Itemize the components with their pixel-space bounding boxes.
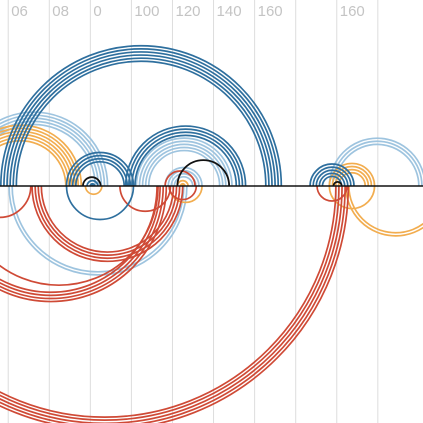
arc-line: [0, 185, 168, 303]
x-tick-label: 120: [175, 3, 200, 20]
arc-line: [168, 185, 198, 201]
arc-line: [334, 143, 420, 187]
arc-line: [11, 185, 185, 273]
arc-line: [0, 185, 340, 422]
arc-series-red-lower: [0, 185, 32, 219]
arc-line: [0, 185, 343, 423]
arc-line: [164, 170, 196, 187]
arc-line: [0, 185, 165, 300]
arc-series-red-lower: [316, 185, 348, 202]
arc-series-red-upper: [164, 170, 196, 187]
arc-line: [334, 168, 370, 187]
arc-series-orange-upper: [0, 124, 83, 187]
arc-line: [147, 149, 221, 187]
arc-line: [82, 176, 102, 187]
arc-line: [312, 166, 352, 187]
x-tick-label: 160: [258, 3, 283, 20]
x-tick-label: 06: [11, 3, 28, 20]
arc-line: [0, 124, 83, 187]
arc-line: [0, 130, 76, 187]
arc-series-orange-lower: [84, 185, 103, 195]
arc-line: [74, 161, 126, 187]
x-tick-label: 140: [217, 3, 242, 20]
arc-line: [65, 185, 135, 221]
arc-line: [144, 146, 224, 187]
x-tick-label: 0: [93, 3, 101, 20]
arc-line: [3, 48, 280, 187]
arc-line: [9, 54, 273, 187]
arc-series-black-upper: [176, 159, 231, 187]
arc-line: [0, 123, 97, 187]
arc-line: [348, 185, 423, 234]
arc-series-dark_blue-upper: [124, 125, 247, 187]
x-tick-label: 160: [340, 3, 365, 20]
arc-line: [119, 185, 172, 213]
arc-line: [0, 136, 70, 187]
arc-line: [332, 181, 343, 187]
arc-line: [40, 185, 175, 253]
arc-series-dark_blue-upper: [309, 163, 355, 187]
arc-line: [344, 185, 423, 237]
arc-line: [0, 185, 161, 297]
arc-line: [12, 57, 270, 187]
arc-line: [84, 185, 103, 195]
arc-line: [0, 185, 350, 423]
x-tick-label: 100: [134, 3, 159, 20]
arc-line: [0, 185, 158, 294]
arc-line: [34, 185, 181, 259]
arc-line: [86, 179, 99, 187]
arc-line: [124, 125, 247, 187]
arc-line: [6, 51, 276, 187]
arc-line: [15, 60, 267, 187]
arc-series-red-lower: [31, 185, 184, 262]
arc-line: [0, 185, 347, 423]
arc-series-red-lower: [168, 185, 198, 201]
arc-line: [316, 185, 348, 202]
arc-series-light_blue-lower: [8, 185, 188, 276]
arc-line: [138, 140, 230, 187]
arc-series-black-upper: [82, 176, 102, 187]
arc-line: [71, 157, 129, 187]
arc-line: [0, 139, 67, 187]
arc-line: [37, 185, 178, 256]
grid-layer: [7, 0, 379, 423]
arc-line: [176, 159, 231, 187]
arc-line: [134, 134, 238, 187]
arc-line: [328, 137, 423, 187]
arc-series-orange-lower: [344, 185, 423, 237]
arc-layer: [0, 44, 423, 423]
arc-series-red-lower: [0, 185, 168, 303]
arc-line: [331, 165, 373, 187]
arc-line: [0, 44, 283, 187]
tick-label-layer: 06 08 0 100 120 140 160 160: [11, 3, 365, 20]
arc-line: [31, 185, 184, 262]
arc-line: [8, 185, 188, 276]
x-tick-label: 08: [52, 3, 69, 20]
arc-line: [131, 131, 241, 187]
arc-line: [318, 172, 346, 187]
arc-line: [127, 128, 244, 187]
arc-series-dark_blue-lower: [65, 185, 135, 221]
arc-line: [315, 169, 349, 187]
arc-series-orange-upper: [176, 179, 189, 187]
arc-line: [0, 185, 337, 418]
arc-line: [173, 176, 194, 187]
arc-series-red-lower: [0, 185, 350, 423]
arc-series-dark_blue-upper: [0, 44, 283, 187]
arc-line: [309, 163, 355, 187]
arc-line: [135, 137, 233, 187]
arc-series-dark_blue-upper: [86, 179, 99, 187]
arc-line: [0, 185, 32, 219]
arc-series-black-upper: [332, 181, 343, 187]
arc-series-red-lower: [119, 185, 172, 213]
